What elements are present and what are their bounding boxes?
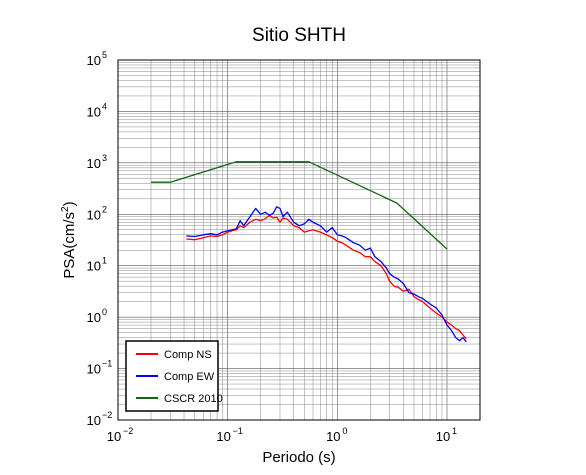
series-line-comp-ew: [186, 206, 467, 343]
x-tick-label: 10: [216, 429, 230, 444]
legend-label: CSCR 2010: [164, 393, 223, 405]
legend-label: Comp EW: [164, 371, 215, 383]
y-tick-exponent: 2: [102, 204, 107, 214]
y-tick-exponent: 5: [102, 50, 107, 60]
y-axis-label-base: PSA(cm/s: [61, 212, 78, 279]
x-tick-exponent: −1: [233, 426, 243, 436]
y-axis-label: PSA(cm/s2): [60, 201, 78, 278]
chart-title: Sitio SHTH: [252, 25, 346, 46]
x-tick-labels: 10 −2 10 −1 10 0 10 1: [107, 426, 457, 444]
series-line-cscr-2010: [151, 161, 448, 250]
y-tick-label: 10: [87, 259, 101, 274]
x-tick-label: 10: [436, 429, 450, 444]
y-axis-label-close: ): [61, 201, 78, 206]
y-axis-label-sup: 2: [60, 206, 71, 212]
y-tick-label: 10: [87, 104, 101, 119]
x-tick-exponent: 0: [342, 426, 347, 436]
y-tick-exponent: −2: [102, 410, 112, 420]
x-tick-exponent: −2: [123, 426, 133, 436]
y-tick-label: 10: [87, 310, 101, 325]
y-tick-label: 10: [87, 207, 101, 222]
y-tick-label: 10: [87, 413, 101, 428]
series-layer: [151, 161, 467, 343]
chart-grid: [117, 60, 481, 421]
y-tick-exponent: 1: [102, 256, 107, 266]
x-axis-label: Periodo (s): [262, 449, 335, 466]
y-tick-label: 10: [87, 362, 101, 377]
legend-label: Comp NS: [164, 349, 212, 361]
y-tick-exponent: −1: [102, 359, 112, 369]
y-tick-label: 10: [87, 53, 101, 68]
plot-frame: [117, 59, 481, 421]
legend: Comp NS Comp EW CSCR 2010: [125, 340, 223, 412]
series-line-comp-ns: [186, 214, 467, 340]
x-tick-label: 10: [326, 429, 340, 444]
x-tick-exponent: 1: [452, 426, 457, 436]
y-tick-exponent: 4: [102, 101, 107, 111]
y-tick-exponent: 0: [102, 307, 107, 317]
x-tick-label: 10: [107, 429, 121, 444]
y-tick-label: 10: [87, 156, 101, 171]
y-tick-exponent: 3: [102, 153, 107, 163]
